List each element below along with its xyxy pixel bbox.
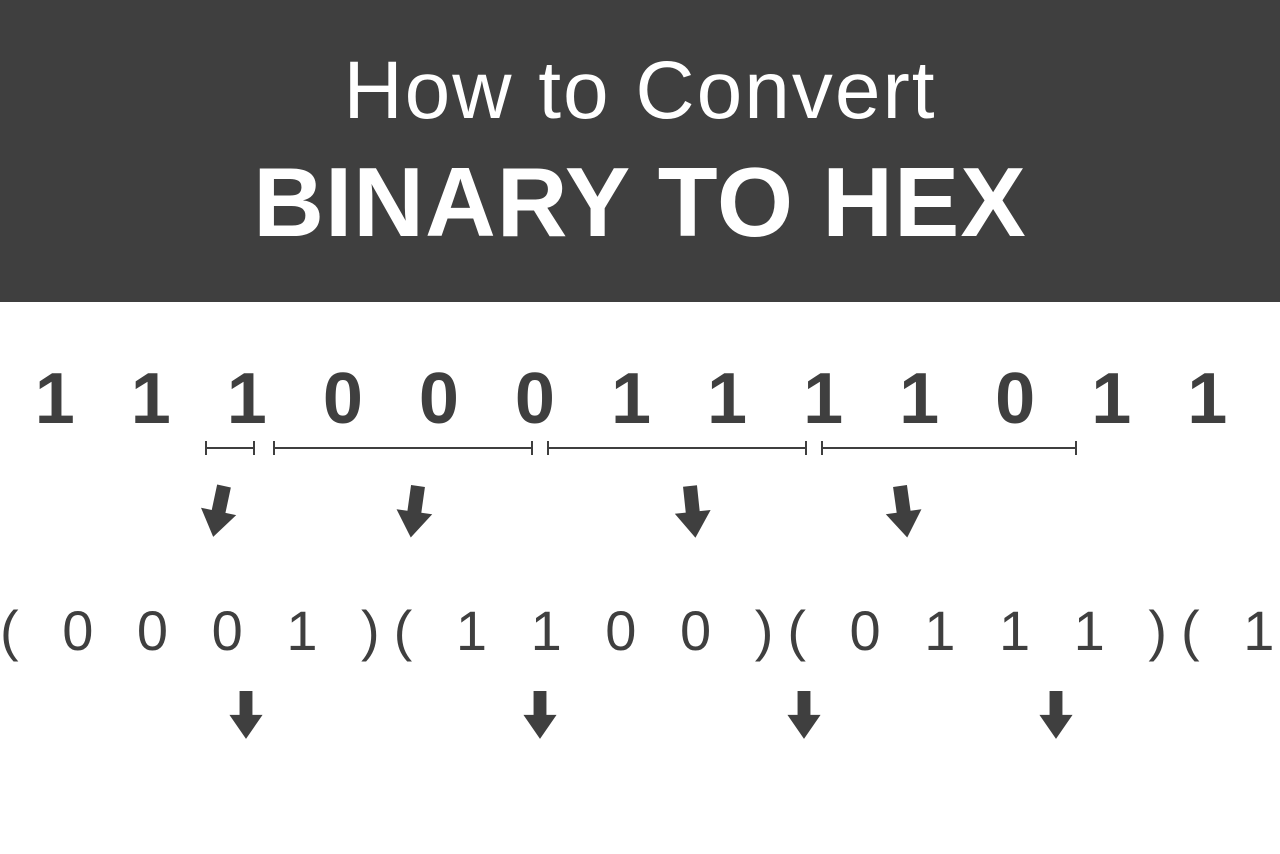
down-arrow-icon <box>787 691 820 739</box>
title-line-1: How to Convert <box>343 44 936 138</box>
title-line-2: BINARY TO HEX <box>253 146 1027 259</box>
down-arrow-icon <box>882 483 925 540</box>
nibble-group: ( 0 1 1 1 ) <box>787 599 1181 662</box>
down-arrow-icon <box>229 691 262 739</box>
nibble-groups: ( 0 0 0 1 )( 1 1 0 0 )( 0 1 1 1 )( 1 0 1… <box>0 598 1280 663</box>
nibble-group: ( 1 0 1 1 ) <box>1181 599 1280 662</box>
header-banner: How to Convert BINARY TO HEX <box>0 0 1280 302</box>
down-arrow-icon <box>523 691 556 739</box>
grouping-bracket <box>274 441 532 455</box>
down-arrow-icon <box>672 484 713 539</box>
brackets-and-arrows-stage <box>0 440 1280 570</box>
binary-number: 1 1 1 0 0 0 1 1 1 1 0 1 1 <box>0 358 1280 440</box>
grouping-bracket <box>822 441 1076 455</box>
down-arrow-icon <box>1039 691 1072 739</box>
arrows-stage-2 <box>0 681 1280 761</box>
down-arrow-icon <box>393 483 436 540</box>
down-arrow-icon <box>196 482 242 540</box>
nibble-group: ( 1 1 0 0 ) <box>394 599 788 662</box>
grouping-bracket <box>206 441 254 455</box>
grouping-bracket <box>548 441 806 455</box>
diagram-content: 1 1 1 0 0 0 1 1 1 1 0 1 1 ( 0 0 0 1 )( 1… <box>0 358 1280 761</box>
nibble-group: ( 0 0 0 1 ) <box>0 599 394 662</box>
